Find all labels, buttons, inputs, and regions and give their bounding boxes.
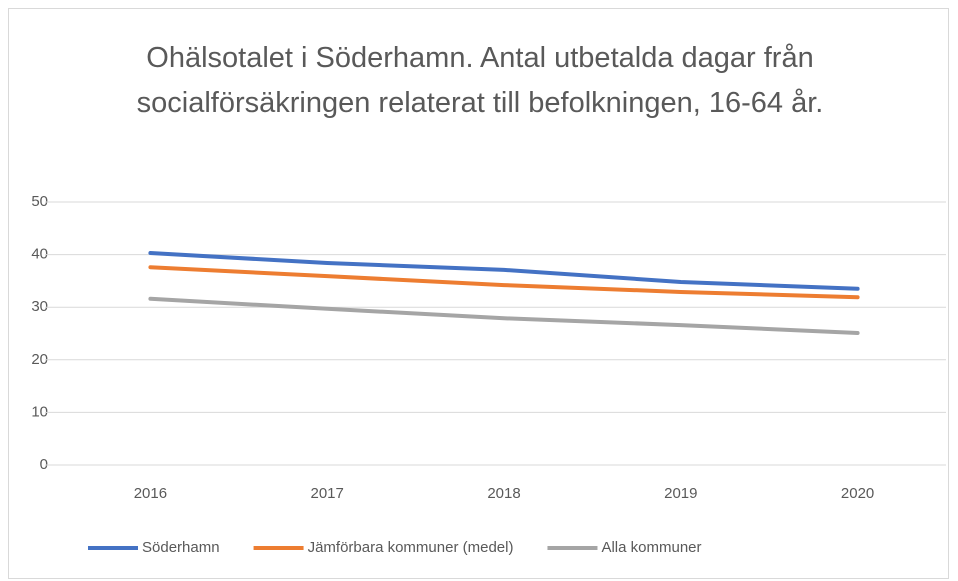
y-tick-label: 50 <box>31 193 48 210</box>
x-tick-label: 2019 <box>664 485 697 502</box>
y-tick-label: 40 <box>31 246 48 263</box>
x-tick-label: 2016 <box>134 485 167 502</box>
series-line <box>148 296 860 335</box>
x-tick-label: 2020 <box>841 485 874 502</box>
y-tick-label: 0 <box>40 456 48 473</box>
chart-title: Ohälsotalet i Söderhamn. Antal utbetalda… <box>136 42 824 119</box>
series-line <box>148 251 860 291</box>
series-line <box>148 265 860 300</box>
y-tick-label: 30 <box>31 298 48 315</box>
legend-label: Söderhamn <box>142 539 220 556</box>
y-tick-label: 20 <box>31 351 48 368</box>
y-tick-label: 10 <box>31 403 48 420</box>
legend-label: Alla kommuner <box>601 539 701 556</box>
x-tick-label: 2018 <box>487 485 520 502</box>
legend-label: Jämförbara kommuner (medel) <box>308 539 514 556</box>
x-tick-label: 2017 <box>311 485 344 502</box>
